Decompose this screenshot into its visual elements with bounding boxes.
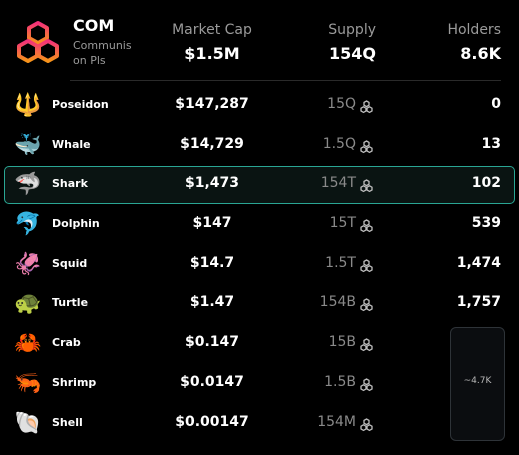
shrimp-icon: 🦐: [14, 370, 42, 396]
tier-holders: 1,757: [456, 294, 501, 311]
tier-name: Shrimp: [52, 375, 97, 389]
tier-name: Shell: [52, 415, 83, 429]
shell-icon: 🐚: [14, 410, 42, 436]
tier-holders: 0: [491, 96, 501, 112]
tier-supply: 154M: [317, 413, 356, 430]
grouped-holders-label: ~4.7K: [463, 376, 492, 386]
hexagon-cluster-outline-icon: [359, 99, 374, 114]
turtle-icon: 🐢: [14, 291, 42, 317]
token-header: COM Communis on Pls Market Cap $1.5M Sup…: [0, 0, 519, 80]
squid-icon: 🦑: [14, 251, 42, 277]
grouped-holders-box[interactable]: ~4.7K: [450, 327, 505, 441]
tier-row-shark[interactable]: 🦈 Shark $1,473 154T 102: [0, 165, 519, 205]
tier-supply: 1.5T: [325, 254, 356, 271]
tier-name: Poseidon: [52, 98, 109, 111]
holders-total: 8.6K: [460, 44, 501, 63]
tier-market-cap: $1,473: [184, 175, 240, 192]
tier-market-cap: $0.0147: [180, 373, 244, 390]
tier-name: Crab: [52, 336, 81, 350]
trident-icon: 🔱: [14, 93, 42, 118]
tier-market-cap: $0.147: [184, 334, 240, 351]
tier-row-crab[interactable]: 🦀 Crab $0.147 15B: [0, 324, 519, 364]
tier-supply: 154B: [319, 294, 356, 311]
hexagon-cluster-logo-icon: [17, 21, 59, 63]
hexagon-cluster-outline-icon: [359, 377, 374, 391]
token-name: Communis on Pls: [73, 39, 132, 67]
token-symbol: COM: [73, 16, 115, 35]
supply-total: 154Q: [329, 44, 376, 63]
hexagon-cluster-outline-icon: [359, 417, 374, 431]
header-divider: [70, 80, 501, 81]
tier-holders: 102: [471, 175, 501, 192]
tier-market-cap: $0.00147: [175, 413, 249, 430]
hexagon-cluster-outline-icon: [359, 258, 374, 272]
hexagon-cluster-outline-icon: [359, 178, 374, 193]
tier-market-cap: $14.7: [189, 254, 235, 271]
tier-row-shell[interactable]: 🐚 Shell $0.00147 154M: [0, 404, 519, 444]
tier-market-cap: $147,287: [175, 96, 249, 112]
tier-name: Whale: [52, 137, 91, 151]
tier-market-cap: $14,729: [180, 135, 244, 152]
tier-supply: 15Q: [327, 96, 356, 112]
dolphin-icon: 🐬: [14, 212, 42, 238]
hexagon-cluster-outline-icon: [359, 337, 374, 352]
tier-supply: 1.5B: [324, 373, 356, 390]
supply-header: Supply: [328, 22, 376, 38]
tier-market-cap: $147: [192, 215, 232, 232]
tier-row-turtle[interactable]: 🐢 Turtle $1.47 154B 1,757: [0, 284, 519, 324]
tier-name: Dolphin: [52, 217, 100, 231]
tier-row-dolphin[interactable]: 🐬 Dolphin $147 15T 539: [0, 205, 519, 245]
tier-holders: 539: [471, 215, 501, 232]
tier-supply: 154T: [320, 175, 356, 192]
tier-holders: 13: [481, 135, 501, 152]
tier-name: Turtle: [52, 296, 89, 310]
tier-supply: 15T: [329, 215, 356, 232]
tier-supply: 15B: [328, 334, 356, 351]
tier-name: Shark: [52, 177, 88, 191]
tier-supply: 1.5Q: [322, 135, 356, 152]
hexagon-cluster-outline-icon: [359, 297, 374, 312]
whale-icon: 🐳: [14, 132, 42, 158]
holders-header: Holders: [447, 22, 501, 38]
tier-name: Squid: [52, 256, 88, 270]
tier-row-shrimp[interactable]: 🦐 Shrimp $0.0147 1.5B: [0, 364, 519, 404]
shark-icon: 🦈: [14, 172, 42, 198]
hexagon-cluster-outline-icon: [359, 218, 374, 233]
tier-row-squid[interactable]: 🦑 Squid $14.7 1.5T 1,474: [0, 245, 519, 285]
tier-market-cap: $1.47: [189, 294, 235, 311]
tier-holders: 1,474: [456, 254, 501, 271]
crab-icon: 🦀: [14, 331, 42, 357]
tier-row-whale[interactable]: 🐳 Whale $14,729 1.5Q 13: [0, 126, 519, 166]
hexagon-cluster-outline-icon: [359, 139, 374, 153]
market-cap-total: $1.5M: [184, 44, 240, 63]
tier-list: 🔱 Poseidon $147,287 15Q 0 🐳 Whale $14,729 1.5Q 13…: [0, 86, 519, 443]
tier-row-poseidon[interactable]: 🔱 Poseidon $147,287 15Q 0: [0, 86, 519, 126]
market-cap-header: Market Cap: [172, 22, 252, 38]
